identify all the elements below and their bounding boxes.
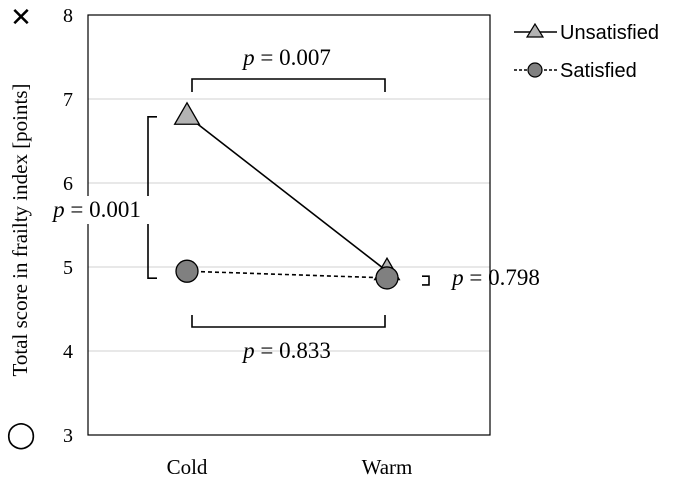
series-satisfied (175, 259, 399, 290)
legend-label: Satisfied (560, 60, 637, 82)
legend-marker-triangle (525, 22, 545, 38)
p-value-annotation: p = 0.001 (51, 197, 141, 222)
annotation-background (40, 196, 154, 224)
y-tick-label: 4 (63, 341, 73, 363)
bracket-bottom (191, 315, 386, 328)
data-point-circle (375, 266, 399, 290)
x-tick-label: Cold (167, 455, 208, 479)
y-tick-label: 8 (63, 5, 73, 27)
close-icon: ✕ (10, 3, 32, 32)
bracket-right (422, 275, 430, 286)
x-tick-labels: Cold Warm (167, 455, 413, 479)
plot-area-frame (87, 14, 491, 436)
legend-item: Satisfied (514, 60, 637, 82)
legend-label: Unsatisfied (560, 22, 659, 44)
series-unsatisfied (173, 101, 401, 281)
series-line (186, 115, 388, 272)
p-value-annotation: p = 0.833 (241, 338, 331, 363)
p-value-annotation: p = 0.007 (241, 45, 331, 70)
gridlines (88, 98, 490, 352)
y-tick-labels: 3 4 5 6 7 8 (63, 5, 73, 447)
y-tick-label: 5 (63, 257, 73, 279)
series-line (186, 270, 388, 279)
y-tick-label: 7 (63, 89, 73, 111)
circle-icon: ◯ (6, 420, 35, 450)
y-tick-label: 3 (63, 425, 73, 447)
x-tick-label: Warm (362, 455, 413, 479)
y-tick-label: 6 (63, 173, 73, 195)
legend: Unsatisfied Satisfied (514, 22, 659, 82)
legend-item: Unsatisfied (514, 22, 659, 44)
data-point-circle (175, 259, 199, 283)
bracket-top (191, 78, 386, 92)
p-value-annotation: p = 0.798 (450, 265, 540, 290)
significance-brackets: p = 0.007 p = 0.833 p = 0.001 p = 0.798 (40, 45, 540, 363)
data-point-triangle (173, 101, 201, 125)
legend-marker-circle (527, 62, 543, 78)
series-layer (173, 101, 401, 290)
y-axis-label: Total score in frailty index [points] (8, 83, 32, 376)
